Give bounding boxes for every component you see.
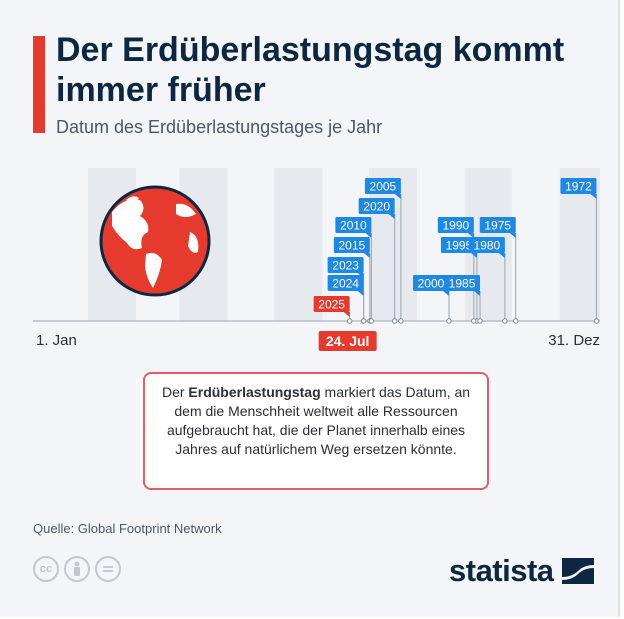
event-point xyxy=(398,318,404,324)
event-label-2015: 2015 xyxy=(333,237,370,258)
event-stems xyxy=(346,194,600,324)
title-accent-bar xyxy=(33,36,45,133)
event-label-2005: 2005 xyxy=(364,178,401,199)
definition-text-after: markiert das Datum, an dem die Menschhei… xyxy=(166,384,471,457)
event-labels: 2025 2024 2023 2015 2010 2020 2005 2000 1995 1990… xyxy=(313,178,597,317)
event-point xyxy=(360,318,367,324)
event-label-1985: 1985 xyxy=(444,275,481,296)
event-label-2010: 2010 xyxy=(335,217,372,238)
definition-text-before: Der xyxy=(161,384,189,400)
highlight-date-badge: 24. Jul xyxy=(318,331,377,351)
event-point xyxy=(593,318,600,324)
event-year-text: 2023 xyxy=(332,259,359,273)
event-year-text: 2005 xyxy=(370,180,397,194)
event-year-text: 1980 xyxy=(474,239,501,253)
event-label-2020: 2020 xyxy=(358,198,395,219)
event-point xyxy=(513,318,519,324)
event-point xyxy=(471,318,477,324)
event-year-text: 1990 xyxy=(442,219,469,233)
timeline-chart: 2025 2024 2023 2015 2010 2020 2005 2000 1995 1990… xyxy=(33,168,600,351)
event-year-text: 2000 xyxy=(418,277,445,291)
event-point xyxy=(446,318,452,324)
event-year-text: 1975 xyxy=(484,219,511,233)
event-label-2000: 2000 xyxy=(412,275,449,296)
license-icons: cc xyxy=(33,556,121,582)
event-point xyxy=(477,318,483,324)
event-year-text: 2015 xyxy=(338,239,365,253)
event-label-1990: 1990 xyxy=(437,217,474,238)
event-label-1972: 1972 xyxy=(560,178,597,199)
event-year-text: 1985 xyxy=(449,277,476,291)
statista-logo[interactable]: statista xyxy=(449,553,594,589)
brand-mark-icon xyxy=(561,558,594,584)
event-point xyxy=(346,318,353,324)
event-point xyxy=(368,318,375,324)
event-point xyxy=(391,318,398,324)
event-year-text: 2010 xyxy=(340,219,367,233)
axis-start-label: 1. Jan xyxy=(36,332,77,349)
definition-box: Der Erdüberlastungstag markiert das Datu… xyxy=(143,372,489,490)
globe-icon xyxy=(99,185,211,297)
event-year-text: 2024 xyxy=(332,277,359,291)
nd-icon xyxy=(95,556,121,582)
cc-icon: cc xyxy=(33,556,59,582)
chart-subtitle: Datum des Erdüberlastungstages je Jahr xyxy=(56,117,383,137)
definition-term: Erdüberlastungstag xyxy=(188,384,321,400)
by-icon xyxy=(64,556,90,582)
chart-title: Der Erdüberlastungstag kommt immer frühe… xyxy=(56,31,565,109)
event-year-text: 1972 xyxy=(565,180,592,194)
event-label-1975: 1975 xyxy=(479,217,516,238)
event-point xyxy=(502,318,508,324)
event-year-text: 1995 xyxy=(446,239,473,253)
highlight-date-label: 24. Jul xyxy=(326,333,370,349)
event-label-1980: 1980 xyxy=(468,237,505,258)
brand-wordmark: statista xyxy=(449,553,554,588)
source-note: Quelle: Global Footprint Network xyxy=(33,521,222,536)
event-label-1995: 1995 xyxy=(440,237,477,258)
event-label-2023: 2023 xyxy=(327,257,364,278)
month-band xyxy=(274,168,323,321)
event-label-2025: 2025 xyxy=(313,296,350,317)
event-year-text: 2020 xyxy=(363,200,390,214)
event-label-2024: 2024 xyxy=(327,275,364,296)
event-year-text: 2025 xyxy=(318,298,345,312)
axis-end-label: 31. Dez xyxy=(548,332,600,349)
